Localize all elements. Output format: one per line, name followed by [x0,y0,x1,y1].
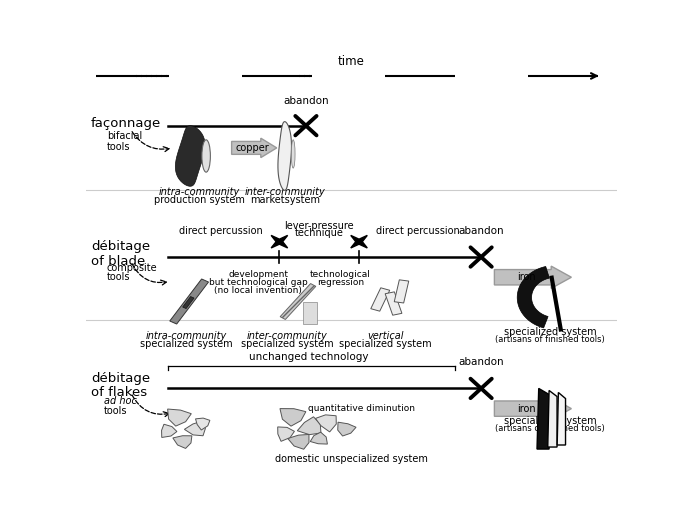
Text: of flakes: of flakes [91,386,147,399]
Text: domestic unspecialized system: domestic unspecialized system [275,454,427,464]
Text: but technological gap: but technological gap [209,278,308,287]
Polygon shape [548,391,557,447]
FancyArrow shape [495,397,571,420]
Text: production system: production system [154,195,245,205]
Text: specialized system: specialized system [339,339,432,349]
Text: ad hoc: ad hoc [104,395,137,405]
Polygon shape [183,297,194,309]
Text: (artisans of finished tools): (artisans of finished tools) [495,335,605,344]
Polygon shape [184,421,206,436]
Text: (artisans of finished tools): (artisans of finished tools) [495,424,605,433]
Text: time: time [338,55,364,68]
Polygon shape [173,436,192,448]
Polygon shape [371,288,390,311]
Text: technological: technological [310,270,371,279]
Ellipse shape [202,140,210,172]
Polygon shape [162,424,177,437]
Polygon shape [278,122,292,190]
Text: direct percussion: direct percussion [375,226,460,236]
Text: façonnage: façonnage [91,117,161,130]
Text: iron: iron [517,272,536,282]
Polygon shape [297,417,321,435]
Polygon shape [557,393,566,445]
Text: vertical: vertical [367,331,404,341]
Text: direct percussion: direct percussion [179,226,263,236]
Text: lever-pressure: lever-pressure [284,221,354,231]
FancyArrow shape [495,266,571,288]
Text: abandon: abandon [458,226,504,236]
Text: débitage: débitage [91,372,150,385]
Text: intra-community: intra-community [146,331,227,341]
Polygon shape [168,409,191,426]
Text: tools: tools [107,272,130,282]
Polygon shape [271,235,288,248]
Polygon shape [303,301,316,324]
Text: intra-community: intra-community [159,187,240,197]
Text: inter-community: inter-community [245,187,325,197]
Polygon shape [195,418,210,430]
Text: iron: iron [517,404,536,414]
Polygon shape [280,408,306,426]
Polygon shape [310,432,327,444]
Text: regression: regression [317,278,364,287]
Text: tools: tools [104,406,127,416]
Polygon shape [175,125,205,186]
Text: tools: tools [107,142,130,152]
Polygon shape [351,235,367,248]
Polygon shape [288,435,309,449]
Polygon shape [517,267,549,328]
Text: quantitative diminution: quantitative diminution [308,404,415,413]
Text: copper: copper [236,143,270,153]
Text: composite: composite [107,264,158,274]
Text: of blade: of blade [91,255,145,268]
Polygon shape [277,427,295,442]
Polygon shape [395,280,409,303]
Text: abandon: abandon [458,358,504,368]
Text: unchanged technology: unchanged technology [249,352,369,362]
Polygon shape [338,422,356,436]
Polygon shape [385,292,402,315]
Text: specialized system: specialized system [504,327,597,337]
Text: development: development [228,270,288,279]
Polygon shape [316,415,336,432]
Text: specialized system: specialized system [140,339,233,349]
Text: specialized system: specialized system [504,416,597,426]
Text: (no local invention): (no local invention) [214,286,302,295]
Text: inter-community: inter-community [247,331,327,341]
FancyArrow shape [232,138,277,158]
Polygon shape [170,279,208,324]
Ellipse shape [291,140,295,168]
Text: specialized system: specialized system [241,339,334,349]
Polygon shape [537,388,549,449]
Text: abandon: abandon [283,96,329,106]
Text: bifacial: bifacial [107,131,142,141]
Text: marketsystem: marketsystem [250,195,320,205]
Polygon shape [280,284,316,319]
Text: débitage: débitage [91,240,150,254]
Text: technique: technique [295,228,344,238]
